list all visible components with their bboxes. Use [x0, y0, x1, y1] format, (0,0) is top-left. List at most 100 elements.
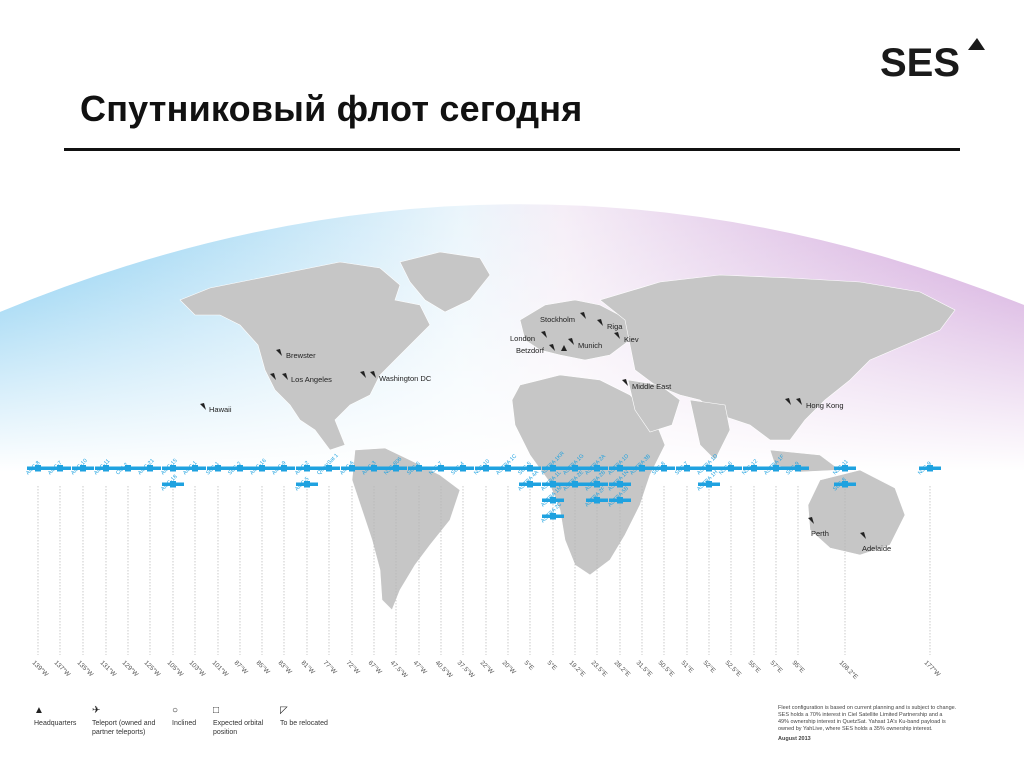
- location-stockholm: Stockholm: [540, 312, 586, 324]
- satellite-body: [617, 481, 623, 488]
- teleport-icon: [580, 312, 586, 319]
- location-brewster: Brewster: [276, 349, 316, 360]
- india: [689, 399, 731, 461]
- satellite-body: [617, 465, 623, 472]
- satellite-body: [527, 465, 533, 472]
- location-label: Hong Kong: [806, 401, 844, 410]
- satellite-body: [371, 465, 377, 472]
- fleet-map: AMC-8 AMC-7 AMC-10 AMC-11 Ciel-2 AMC-21 AMC-15…: [0, 204, 1024, 690]
- location-label: London: [510, 334, 535, 343]
- legend-label: Teleport (owned and: [92, 720, 156, 727]
- satellite-body: [550, 465, 556, 472]
- satellite-body: [842, 481, 848, 488]
- satellite-body: [572, 481, 578, 488]
- teleport-icon: ✈: [92, 705, 101, 716]
- location-label: Stockholm: [540, 315, 575, 324]
- satellite-body: [35, 465, 41, 472]
- teleport-icon: [597, 319, 603, 326]
- legend-label: To be relocated: [280, 720, 328, 727]
- satellite-body: [460, 465, 466, 472]
- satellite-body: [416, 465, 422, 472]
- satellite-body: [80, 465, 86, 472]
- legend-label: Expected orbital: [213, 720, 264, 727]
- africa: [511, 374, 666, 576]
- satellite-body: [639, 465, 645, 472]
- satellite-body: [706, 465, 712, 472]
- ses-logo-text: SES: [880, 41, 960, 82]
- satellite-body: [594, 497, 600, 504]
- legend-label: partner teleports): [92, 729, 146, 736]
- asia: [599, 274, 956, 441]
- satellite-body: [393, 465, 399, 472]
- satellite-body: [527, 481, 533, 488]
- location-label: Middle East: [632, 382, 672, 391]
- legend-headquarters: ▲ Headquarters: [34, 706, 76, 728]
- arabia: [627, 379, 681, 433]
- australia: [807, 469, 906, 556]
- satellite-body: [795, 465, 801, 472]
- location-los-angeles: Los Angeles: [270, 373, 332, 384]
- satellite-body: [259, 465, 265, 472]
- continents: [179, 251, 956, 611]
- satellite-body: [304, 465, 310, 472]
- teleport-icon: [785, 398, 802, 405]
- page-title: Спутниковый флот сегодня: [80, 88, 583, 129]
- europe: [519, 299, 631, 361]
- legend-relocated: ◸ To be relocated: [280, 706, 328, 728]
- headquarters-icon: ▲: [34, 705, 44, 716]
- location-label: Riga: [607, 322, 623, 331]
- location-label: Brewster: [286, 351, 316, 360]
- title-divider: [64, 148, 960, 151]
- location-label: Los Angeles: [291, 375, 332, 384]
- satellite-body: [192, 465, 198, 472]
- teleport-icon: [549, 344, 555, 351]
- location-perth: Perth: [808, 517, 829, 538]
- satellite-body: [147, 465, 153, 472]
- location-munich: Munich: [568, 338, 602, 350]
- legend-label: position: [213, 729, 238, 736]
- location-label: Hawaii: [209, 405, 232, 414]
- location-label: Adelaide: [862, 544, 891, 553]
- location-label: Munich: [578, 341, 602, 350]
- satellite-body: [550, 481, 556, 488]
- teleport-icon: [860, 532, 866, 539]
- ses-logo: SES: [880, 38, 985, 82]
- legend-label: Headquarters: [34, 720, 77, 727]
- teleport-icon: [200, 403, 206, 410]
- location-washington-dc: Washington DC: [360, 371, 432, 383]
- satellite-body: [927, 465, 933, 472]
- satellite-body: [550, 497, 556, 504]
- satellite-body: [281, 465, 287, 472]
- satellite-body: [125, 465, 131, 472]
- teleport-icon: [360, 371, 376, 378]
- satellite-body: [349, 465, 355, 472]
- satellite-body: [594, 481, 600, 488]
- satellite-body: [661, 465, 667, 472]
- satellite-body: [237, 465, 243, 472]
- satellite-body: [706, 481, 712, 488]
- note-line: owned by YahLive, where SES holds a 35% …: [778, 726, 933, 732]
- legend-label: Inclined: [172, 720, 197, 727]
- orbit-lines: [37, 486, 931, 655]
- note-date: August 2013: [778, 736, 811, 742]
- location-london: London: [510, 331, 547, 343]
- teleport-icon: [614, 332, 620, 339]
- location-hawaii: Hawaii: [200, 403, 232, 414]
- location-label: Betzdorf: [516, 346, 545, 355]
- location-label: Washington DC: [379, 374, 432, 383]
- location-adelaide: Adelaide: [860, 532, 891, 553]
- logo-triangle-icon: [968, 38, 985, 50]
- location-label: Kiev: [624, 335, 639, 344]
- location-riga: Riga: [597, 319, 623, 331]
- satellite-body: [326, 465, 332, 472]
- legend-expected: □ Expected orbital position: [213, 706, 263, 737]
- location-hong-kong: Hong Kong: [785, 398, 844, 410]
- location-middle-east: Middle East: [622, 379, 672, 391]
- legend-teleport: ✈ Teleport (owned and partner teleports): [92, 706, 155, 737]
- note-line: SES holds a 70% interest in Ciel Satelli…: [778, 712, 943, 718]
- satellite-body: [572, 465, 578, 472]
- satellite-body: [842, 465, 848, 472]
- inclined-icon: ○: [172, 705, 179, 716]
- teleport-icon: [568, 338, 574, 345]
- satellite-body: [215, 465, 221, 472]
